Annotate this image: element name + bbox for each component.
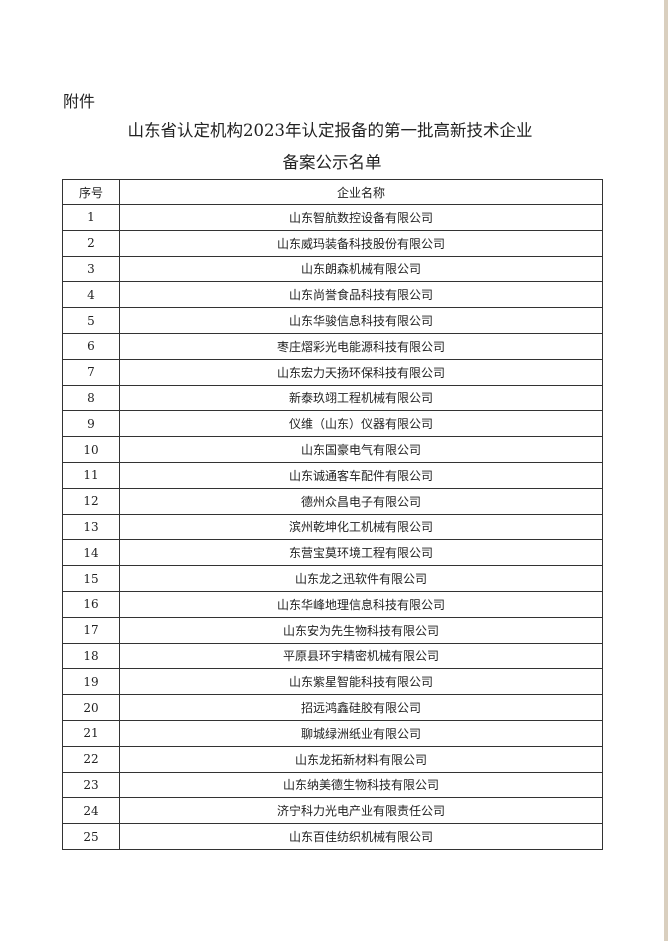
table-row: 11 山东诚通客车配件有限公司 [62, 461, 603, 489]
row-index: 15 [62, 565, 120, 592]
company-name: 新泰玖翊工程机械有限公司 [119, 384, 603, 412]
row-index: 1 [62, 204, 120, 231]
table-row: 9 仪维（山东）仪器有限公司 [62, 410, 603, 438]
company-name: 山东威玛装备科技股份有限公司 [119, 229, 603, 257]
company-name: 东营宝莫环境工程有限公司 [119, 539, 603, 567]
row-index: 12 [62, 487, 120, 515]
table-row: 2 山东威玛装备科技股份有限公司 [62, 229, 603, 257]
table-row: 10 山东国豪电气有限公司 [62, 436, 603, 463]
company-name: 山东智航数控设备有限公司 [119, 204, 603, 231]
table-row: 5 山东华骏信息科技有限公司 [62, 307, 603, 334]
row-index: 5 [62, 307, 120, 334]
row-index: 4 [62, 281, 120, 309]
row-index: 8 [62, 384, 120, 412]
row-index: 20 [62, 694, 120, 721]
company-name: 山东龙之迅软件有限公司 [119, 565, 603, 592]
company-name: 招远鸿鑫硅胶有限公司 [119, 694, 603, 721]
row-index: 16 [62, 590, 120, 618]
company-name: 山东紫星智能科技有限公司 [119, 668, 603, 696]
attachment-label: 附件 [63, 92, 96, 111]
row-index: 17 [62, 616, 120, 644]
table-row: 22 山东龙拓新材料有限公司 [62, 745, 603, 773]
row-index: 24 [62, 797, 120, 825]
company-table: 序号 企业名称 1 山东智航数控设备有限公司 2 山东威玛装备科技股份有限公司 3 山东朗… [62, 179, 603, 850]
table-row: 24 济宁科力光电产业有限责任公司 [62, 797, 603, 825]
page-edge [664, 0, 668, 941]
row-index: 10 [62, 436, 120, 463]
table-row: 17 山东安为先生物科技有限公司 [62, 616, 603, 644]
table-row: 20 招远鸿鑫硅胶有限公司 [62, 694, 603, 721]
row-index: 2 [62, 229, 120, 257]
company-name: 山东华骏信息科技有限公司 [119, 307, 603, 334]
header-index: 序号 [62, 179, 120, 205]
row-index: 25 [62, 823, 120, 850]
company-name: 山东龙拓新材料有限公司 [119, 745, 603, 773]
row-index: 18 [62, 642, 120, 670]
row-index: 6 [62, 332, 120, 360]
document-subtitle: 备案公示名单 [282, 153, 382, 172]
row-index: 22 [62, 745, 120, 773]
company-name: 仪维（山东）仪器有限公司 [119, 410, 603, 438]
table-row: 1 山东智航数控设备有限公司 [62, 204, 603, 231]
table-row: 14 东营宝莫环境工程有限公司 [62, 539, 603, 567]
company-name: 山东诚通客车配件有限公司 [119, 461, 603, 489]
table-row: 7 山东宏力天扬环保科技有限公司 [62, 358, 603, 386]
company-name: 山东朗森机械有限公司 [119, 255, 603, 283]
table-row: 6 枣庄熠彩光电能源科技有限公司 [62, 332, 603, 360]
table-row: 19 山东紫星智能科技有限公司 [62, 668, 603, 696]
table-row: 8 新泰玖翊工程机械有限公司 [62, 384, 603, 412]
row-index: 9 [62, 410, 120, 438]
table-row: 15 山东龙之迅软件有限公司 [62, 565, 603, 592]
company-name: 山东纳美德生物科技有限公司 [119, 771, 603, 799]
company-name: 山东安为先生物科技有限公司 [119, 616, 603, 644]
table-row: 21 聊城绿洲纸业有限公司 [62, 719, 603, 747]
row-index: 3 [62, 255, 120, 283]
row-index: 23 [62, 771, 120, 799]
table-row: 23 山东纳美德生物科技有限公司 [62, 771, 603, 799]
row-index: 13 [62, 513, 120, 541]
company-name: 山东宏力天扬环保科技有限公司 [119, 358, 603, 386]
table-row: 16 山东华峰地理信息科技有限公司 [62, 590, 603, 618]
table-row: 25 山东百佳纺织机械有限公司 [62, 823, 603, 850]
row-index: 19 [62, 668, 120, 696]
company-name: 聊城绿洲纸业有限公司 [119, 719, 603, 747]
company-name: 滨州乾坤化工机械有限公司 [119, 513, 603, 541]
company-name: 平原县环宇精密机械有限公司 [119, 642, 603, 670]
row-index: 11 [62, 461, 120, 489]
table-row: 4 山东尚誉食品科技有限公司 [62, 281, 603, 309]
company-name: 山东国豪电气有限公司 [119, 436, 603, 463]
row-index: 21 [62, 719, 120, 747]
table-header-row: 序号 企业名称 [62, 179, 603, 205]
table-row: 12 德州众昌电子有限公司 [62, 487, 603, 515]
row-index: 7 [62, 358, 120, 386]
company-name: 枣庄熠彩光电能源科技有限公司 [119, 332, 603, 360]
company-name: 山东百佳纺织机械有限公司 [119, 823, 603, 850]
table-row: 3 山东朗森机械有限公司 [62, 255, 603, 283]
header-company-name: 企业名称 [119, 179, 603, 205]
row-index: 14 [62, 539, 120, 567]
company-name: 德州众昌电子有限公司 [119, 487, 603, 515]
company-name: 山东华峰地理信息科技有限公司 [119, 590, 603, 618]
table-row: 18 平原县环宇精密机械有限公司 [62, 642, 603, 670]
table-row: 13 滨州乾坤化工机械有限公司 [62, 513, 603, 541]
document-title: 山东省认定机构2023年认定报备的第一批高新技术企业 [127, 121, 533, 140]
company-name: 山东尚誉食品科技有限公司 [119, 281, 603, 309]
company-name: 济宁科力光电产业有限责任公司 [119, 797, 603, 825]
